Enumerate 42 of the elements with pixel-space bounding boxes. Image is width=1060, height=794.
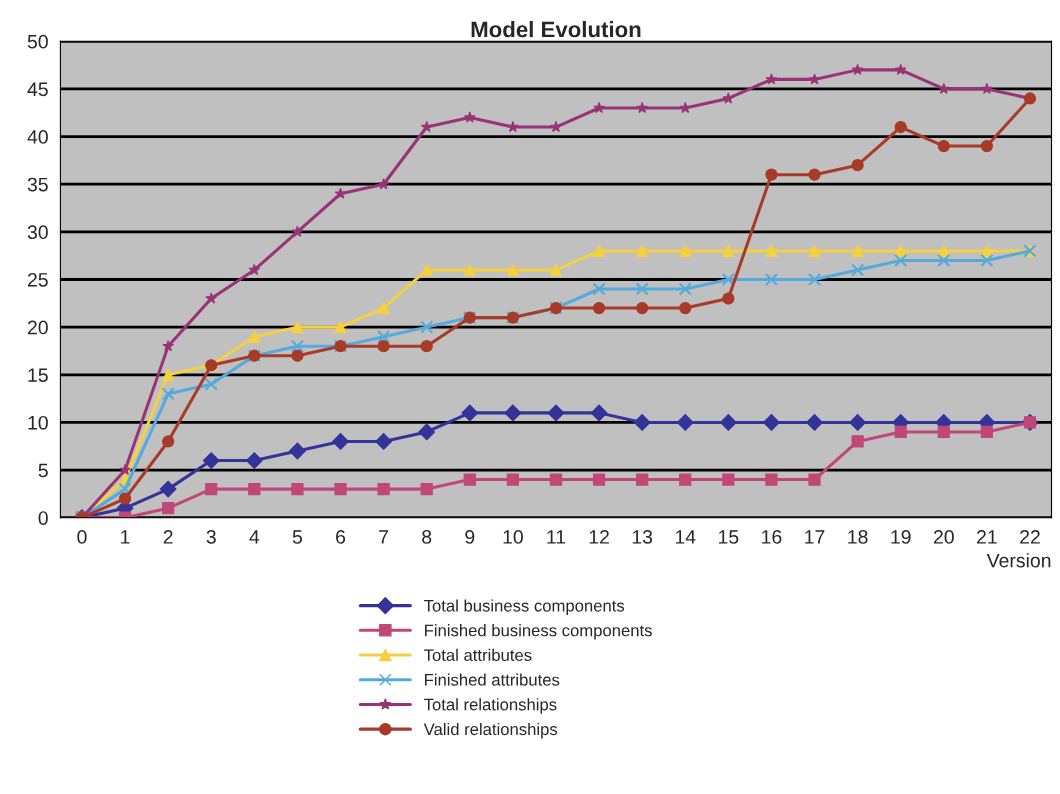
- y-tick-label: 15: [28, 368, 48, 382]
- x-tick-label: 8: [422, 530, 432, 544]
- x-tick-label: 11: [547, 530, 566, 544]
- x-tick-label: 21: [977, 530, 997, 544]
- x-tick-label: 16: [762, 530, 782, 544]
- x-tick-label: 12: [589, 530, 609, 544]
- legend-label: Total business components: [424, 599, 625, 615]
- x-tick-label: 20: [933, 530, 954, 544]
- y-tick-label: 25: [27, 272, 48, 287]
- x-tick-label: 18: [848, 530, 868, 544]
- y-tick-label: 50: [27, 34, 48, 49]
- y-tick-label: 40: [27, 130, 48, 144]
- x-tick-label: 3: [206, 530, 216, 544]
- x-tick-label: 22: [1020, 530, 1040, 544]
- x-tick-label: 9: [465, 530, 475, 544]
- x-tick-label: 17: [805, 530, 825, 544]
- x-tick-label: 14: [675, 530, 696, 544]
- y-tick-label: 45: [27, 82, 48, 97]
- x-tick-label: 5: [292, 530, 303, 544]
- y-tick-label: 20: [27, 320, 48, 335]
- x-axis-title: Version: [986, 553, 1051, 568]
- x-tick-label: 15: [719, 530, 739, 544]
- legend-label: Valid relationships: [423, 722, 558, 739]
- x-tick-label: 0: [77, 530, 87, 544]
- y-tick-label: 0: [38, 511, 48, 525]
- x-tick-label: 7: [379, 530, 389, 544]
- legend-label: Total relationships: [424, 698, 557, 714]
- y-tick-label: 10: [28, 415, 48, 430]
- x-tick-label: 6: [336, 530, 346, 544]
- y-tick-label: 35: [27, 177, 48, 192]
- x-tick-label: 2: [163, 530, 173, 544]
- x-tick-label: 10: [503, 530, 523, 544]
- legend-label: Finished attributes: [425, 673, 560, 686]
- x-tick-label: 13: [632, 530, 653, 544]
- chart-title: Model Evolution: [471, 21, 641, 38]
- x-tick-label: 19: [891, 530, 911, 544]
- x-tick-label: 4: [249, 530, 260, 544]
- y-tick-label: 5: [38, 463, 48, 478]
- x-tick-label: 1: [121, 530, 130, 544]
- y-tick-label: 30: [27, 225, 48, 240]
- legend-label: Finished business components: [425, 624, 652, 640]
- legend-label: Total attributes: [424, 648, 532, 662]
